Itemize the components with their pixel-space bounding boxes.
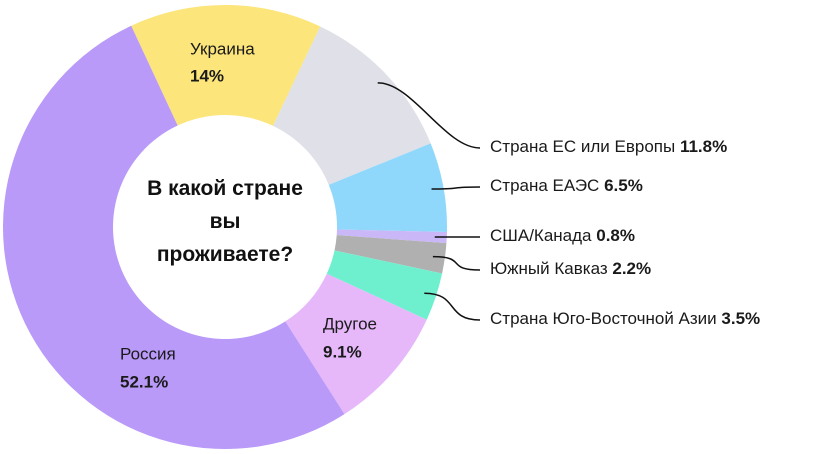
label-value: 6.5% (604, 176, 643, 195)
label-value: 0.8% (596, 226, 635, 245)
segment-label: Другое (323, 314, 377, 333)
segment-label: Страна Юго-Восточной Азии 3.5% (490, 309, 760, 328)
donut-segment (273, 26, 431, 185)
donut-segment (336, 229, 447, 244)
leader-line (424, 292, 481, 321)
label-name: США/Канада (490, 226, 592, 245)
segment-label: Страна ЕАЭС 6.5% (490, 176, 643, 195)
leader-line (431, 186, 481, 190)
donut-segment (3, 25, 345, 449)
label-name: Страна ЕС или Европы (490, 137, 675, 156)
segment-value: 9.1% (323, 342, 362, 361)
segment-label: Украина (190, 39, 255, 58)
label-name: Страна ЕАЭС (490, 176, 599, 195)
chart-title: В какой стране вы проживаете? (147, 177, 303, 266)
donut-segment (285, 273, 427, 415)
donut-segment (334, 235, 447, 274)
donut-segment (326, 250, 443, 320)
segment-label: Южный Кавказ 2.2% (490, 259, 651, 278)
leader-line (377, 82, 481, 149)
label-value: 2.2% (612, 259, 651, 278)
segment-value: 52.1% (120, 372, 168, 391)
label-name: Южный Кавказ (490, 259, 608, 278)
donut-segment (131, 4, 321, 126)
label-name: Страна Юго-Восточной Азии (490, 309, 717, 328)
segment-label: Россия (120, 344, 176, 363)
donut-segment (328, 143, 448, 232)
segment-value: 14% (190, 66, 224, 85)
segment-label: США/Канада 0.8% (490, 226, 635, 245)
segment-label: Страна ЕС или Европы 11.8% (490, 137, 727, 156)
label-value: 11.8% (680, 137, 727, 156)
label-value: 3.5% (721, 309, 760, 328)
leader-line (432, 255, 481, 271)
